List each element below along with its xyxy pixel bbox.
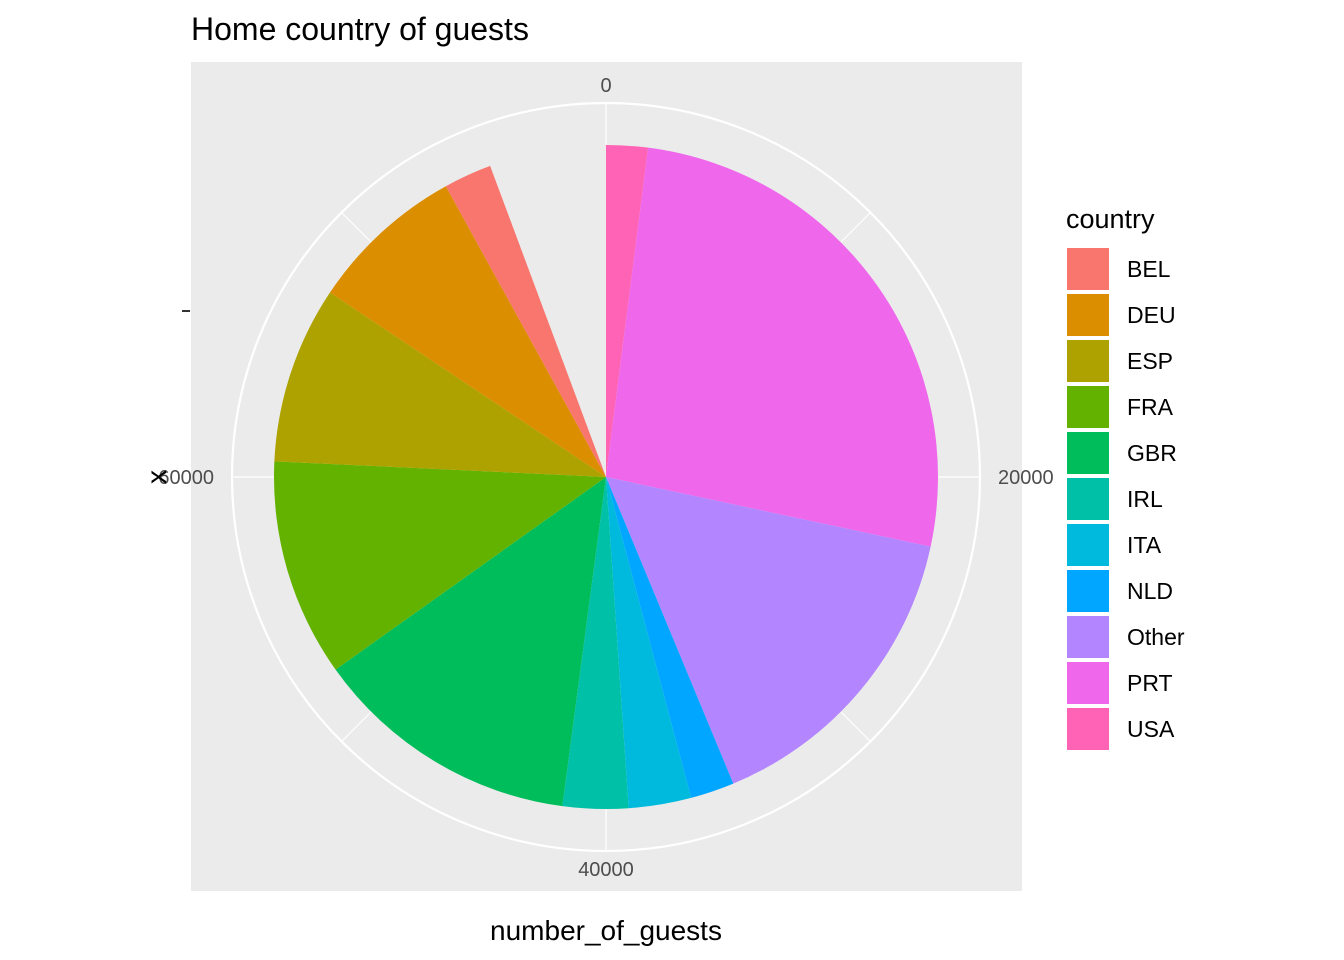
legend-key-other [1065, 614, 1111, 660]
grid-spoke [341, 711, 372, 742]
slice-deu [329, 186, 606, 477]
x-axis-title: number_of_guests [490, 915, 722, 946]
grid-spoke [341, 212, 372, 243]
legend-label-irl: IRL [1127, 486, 1163, 512]
legend-label-deu: DEU [1127, 302, 1176, 328]
theta-tick-label: 60000 [158, 467, 214, 489]
slice-fra [274, 461, 606, 670]
slice-nld [606, 477, 734, 798]
grid-spoke [840, 711, 871, 742]
slice-gbr [335, 477, 606, 807]
legend-key-bel [1065, 246, 1111, 292]
slice-other [606, 477, 931, 784]
slice-esp [274, 292, 606, 477]
slices [274, 145, 938, 809]
grid [230, 101, 982, 853]
theta-tick-label: 20000 [998, 467, 1054, 489]
legend-key-prt [1065, 660, 1111, 706]
slice-usa [606, 145, 649, 477]
legend-title: country [1066, 204, 1155, 234]
legend-label-gbr: GBR [1127, 440, 1177, 466]
chart-title: Home country of guests [191, 11, 529, 47]
legend-label-bel: BEL [1127, 256, 1171, 282]
legend-key-usa [1065, 706, 1111, 752]
legend-label-ita: ITA [1127, 532, 1162, 558]
slice-bel [445, 165, 606, 478]
legend-label-usa: USA [1127, 716, 1175, 742]
legend: country BEL DEU ESP FRA GBR IRL ITA NLD Other PRT… [1065, 204, 1185, 752]
legend-label-nld: NLD [1127, 578, 1173, 604]
legend-key-ita [1065, 522, 1111, 568]
grid-spoke [840, 212, 871, 243]
legend-label-fra: FRA [1127, 394, 1174, 420]
legend-key-irl [1065, 476, 1111, 522]
legend-label-other: Other [1127, 624, 1185, 650]
y-axis-title: x [141, 470, 172, 484]
legend-key-esp [1065, 338, 1111, 384]
slice-irl [562, 477, 629, 809]
legend-label-prt: PRT [1127, 670, 1173, 696]
theta-tick-label: 40000 [578, 859, 634, 881]
legend-key-fra [1065, 384, 1111, 430]
legend-key-deu [1065, 292, 1111, 338]
theta-ticks: 0 20000 40000 60000 [158, 75, 1053, 881]
slice-prt [606, 147, 938, 547]
legend-key-nld [1065, 568, 1111, 614]
legend-key-gbr [1065, 430, 1111, 476]
theta-tick-label: 0 [600, 75, 611, 97]
legend-label-esp: ESP [1127, 348, 1173, 374]
slice-ita [606, 477, 692, 809]
